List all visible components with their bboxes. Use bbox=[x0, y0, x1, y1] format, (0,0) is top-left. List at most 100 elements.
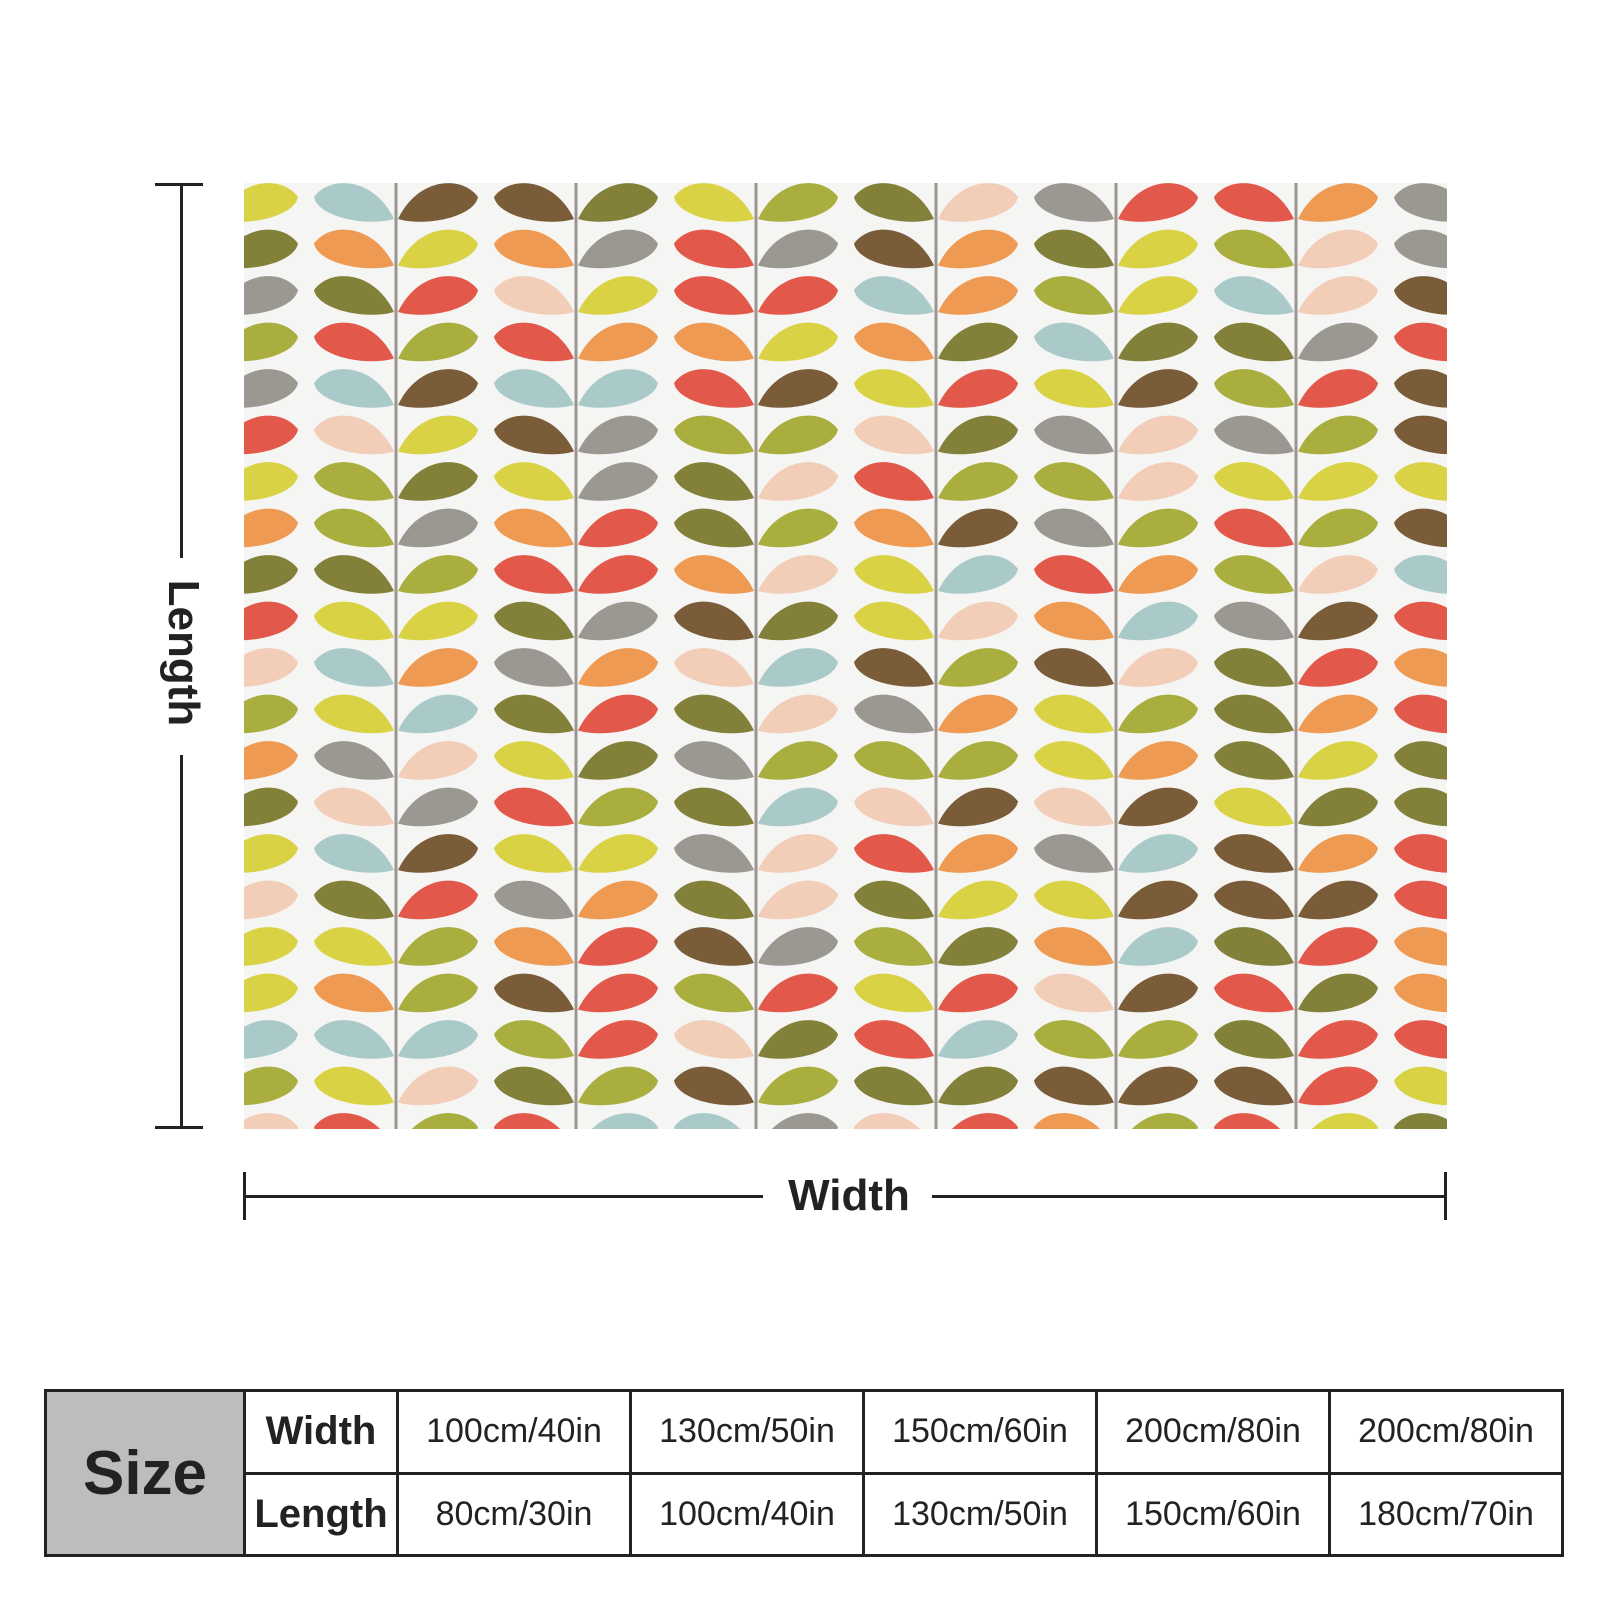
leaf bbox=[578, 834, 658, 873]
leaf bbox=[1132, 1113, 1198, 1129]
blanket-pattern bbox=[244, 183, 1447, 1129]
leaf bbox=[1394, 973, 1447, 1013]
leaf bbox=[1298, 694, 1378, 734]
leaf bbox=[244, 648, 298, 687]
leaf bbox=[1214, 415, 1294, 455]
leaf bbox=[1394, 880, 1447, 920]
leaf bbox=[494, 927, 574, 966]
width-label: Width bbox=[788, 1171, 910, 1220]
table-cell: 200cm/80in bbox=[1095, 1389, 1331, 1475]
leaf bbox=[244, 1066, 298, 1106]
leaf bbox=[494, 834, 574, 873]
leaf bbox=[1298, 462, 1378, 501]
leaf bbox=[494, 694, 574, 734]
leaf bbox=[854, 648, 934, 687]
leaf bbox=[1214, 973, 1294, 1013]
leaf bbox=[1118, 927, 1198, 966]
stem bbox=[934, 183, 938, 1129]
leaf bbox=[314, 601, 394, 641]
stem bbox=[1114, 183, 1118, 1129]
leaf bbox=[398, 927, 478, 966]
leaf bbox=[1394, 369, 1447, 408]
leaf bbox=[1034, 741, 1114, 780]
leaf bbox=[1214, 369, 1294, 408]
leaf bbox=[1034, 787, 1114, 827]
table-cell: 200cm/80in bbox=[1328, 1389, 1564, 1475]
leaf bbox=[314, 741, 394, 780]
leaf bbox=[398, 787, 478, 827]
leaf bbox=[1034, 694, 1114, 734]
leaf bbox=[938, 834, 1018, 873]
table-cell: 100cm/40in bbox=[396, 1389, 632, 1475]
leaf bbox=[494, 415, 574, 455]
leaf bbox=[244, 183, 298, 222]
leaf bbox=[1034, 1066, 1114, 1106]
leaf bbox=[1312, 1113, 1378, 1129]
leaf bbox=[1118, 415, 1198, 455]
leaf bbox=[1298, 787, 1378, 827]
leaf bbox=[674, 322, 754, 362]
leaf bbox=[398, 973, 478, 1013]
leaf bbox=[1298, 741, 1378, 780]
leaf bbox=[938, 741, 1018, 780]
leaf bbox=[1394, 462, 1447, 501]
leaf bbox=[1394, 1020, 1447, 1059]
leaf bbox=[1394, 555, 1447, 594]
leaf bbox=[494, 462, 574, 501]
leaf bbox=[758, 369, 838, 408]
leaf bbox=[1214, 183, 1294, 222]
leaf bbox=[938, 601, 1018, 641]
leaf bbox=[1118, 601, 1198, 641]
leaf bbox=[578, 694, 658, 734]
leaf bbox=[398, 462, 478, 501]
leaf bbox=[578, 183, 658, 222]
leaf bbox=[244, 229, 298, 269]
leaf bbox=[758, 183, 838, 222]
leaf bbox=[758, 415, 838, 455]
leaf bbox=[758, 1066, 838, 1106]
leaf bbox=[1214, 276, 1294, 315]
leaf bbox=[674, 648, 754, 687]
leaf bbox=[1034, 462, 1114, 501]
leaf bbox=[1214, 1020, 1294, 1059]
leaf bbox=[244, 508, 298, 548]
leaf bbox=[578, 973, 658, 1013]
leaf bbox=[314, 973, 394, 1013]
leaf bbox=[578, 927, 658, 966]
leaf bbox=[578, 787, 658, 827]
leaf bbox=[398, 229, 478, 269]
leaf bbox=[1394, 1113, 1447, 1129]
leaf bbox=[758, 787, 838, 827]
leaf bbox=[314, 694, 394, 734]
leaf bbox=[758, 880, 838, 920]
leaf bbox=[854, 694, 934, 734]
leaf bbox=[1214, 880, 1294, 920]
leaf bbox=[938, 183, 1018, 222]
leaf bbox=[758, 508, 838, 548]
leaf bbox=[398, 183, 478, 222]
table-cell: 100cm/40in bbox=[629, 1471, 865, 1557]
leaf bbox=[1394, 276, 1447, 315]
leaf bbox=[1118, 787, 1198, 827]
table-cell: 80cm/30in bbox=[396, 1471, 632, 1557]
size-title: Size bbox=[44, 1389, 246, 1557]
leaf bbox=[494, 1020, 574, 1059]
leaf bbox=[1214, 555, 1294, 594]
leaf bbox=[244, 369, 298, 408]
leaf bbox=[494, 229, 574, 269]
size-row-length: Length 80cm/30in 100cm/40in 130cm/50in 1… bbox=[46, 1471, 1564, 1557]
leaf bbox=[398, 834, 478, 873]
leaf bbox=[398, 601, 478, 641]
leaf bbox=[938, 787, 1018, 827]
leaf bbox=[674, 555, 754, 594]
leaf bbox=[1214, 1066, 1294, 1106]
table-cell: 150cm/60in bbox=[862, 1389, 1098, 1475]
leaf bbox=[1034, 276, 1114, 315]
leaf bbox=[938, 229, 1018, 269]
leaf bbox=[938, 322, 1018, 362]
leaf bbox=[1298, 927, 1378, 966]
leaf bbox=[314, 880, 394, 920]
leaf bbox=[674, 229, 754, 269]
leaf bbox=[244, 973, 298, 1013]
leaf bbox=[938, 973, 1018, 1013]
